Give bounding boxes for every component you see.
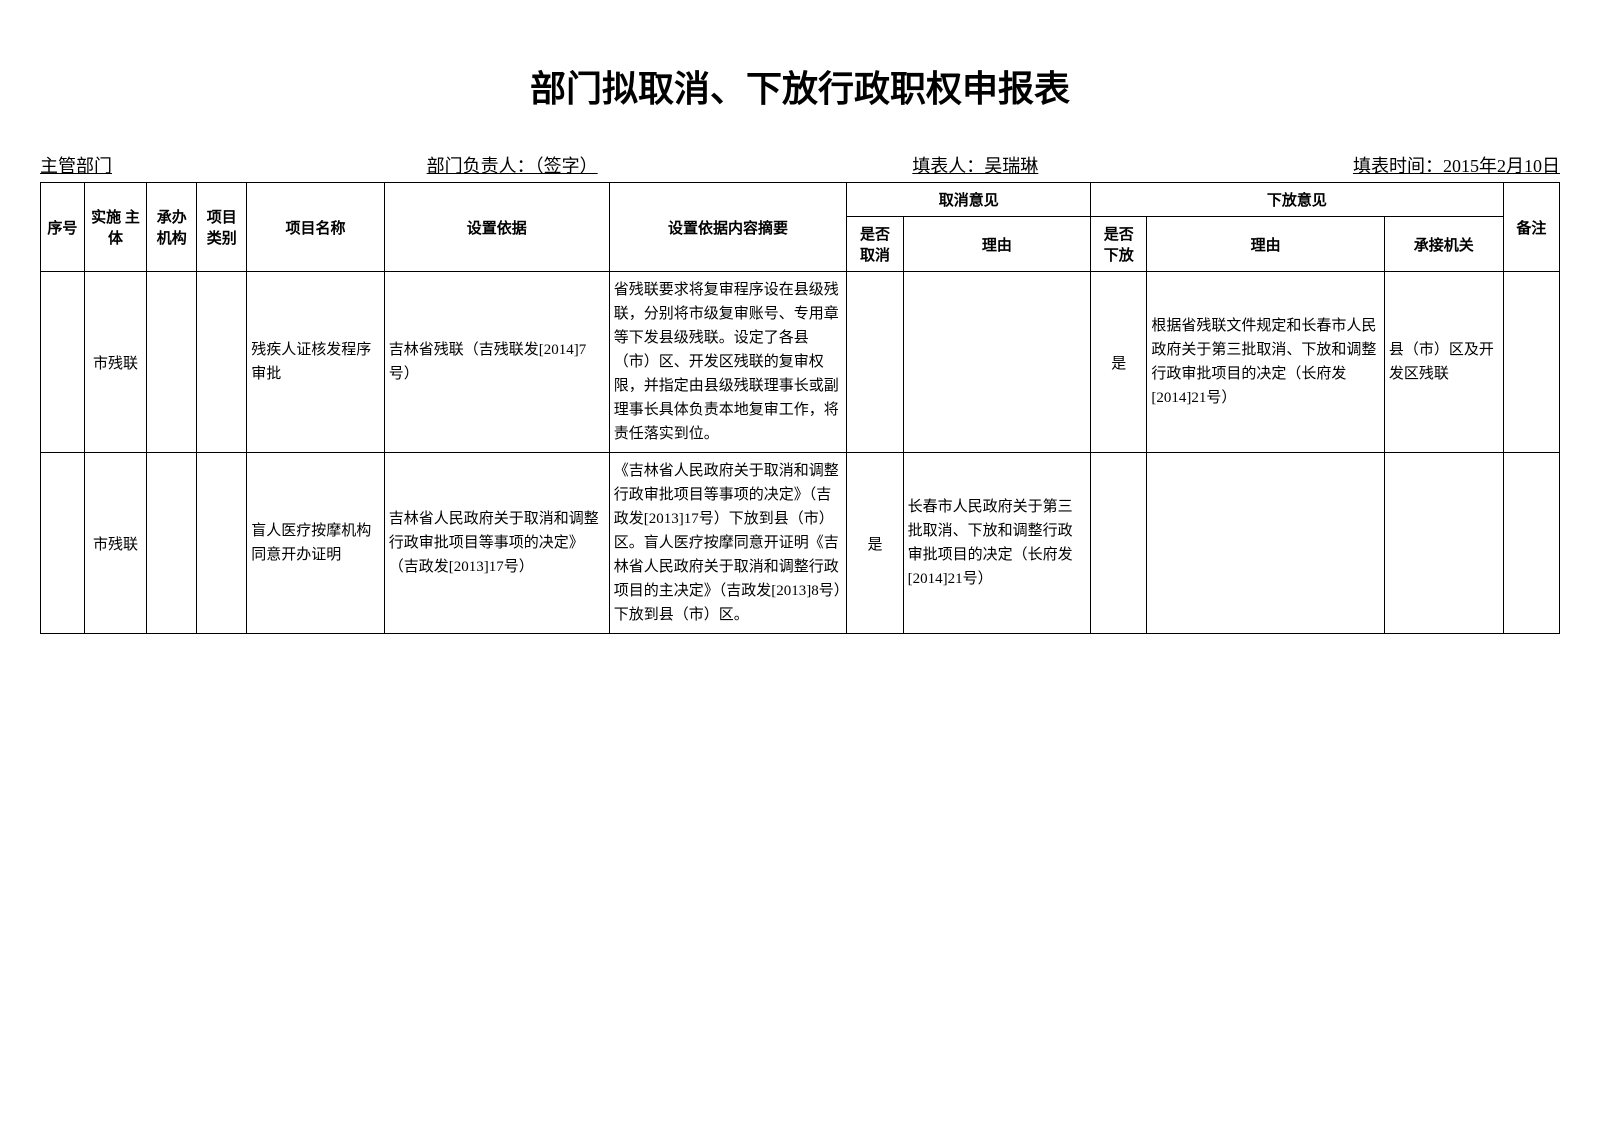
cell-cancel-yn (847, 272, 903, 453)
cell-seq (41, 453, 85, 634)
col-entity: 实施 主体 (84, 183, 147, 272)
col-delegate-reason: 理由 (1147, 217, 1385, 272)
cell-delegate-reason (1147, 453, 1385, 634)
table-row: 市残联 残疾人证核发程序审批 吉林省残联（吉残联发[2014]7号） 省残联要求… (41, 272, 1560, 453)
cell-summary: 省残联要求将复审程序设在县级残联，分别将市级复审账号、专用章等下发县级残联。设定… (609, 272, 847, 453)
form-header: 主管部门 部门负责人：（签字） 填表人：吴瑞琳 填表时间：2015年2月10日 (40, 152, 1560, 178)
cell-name: 盲人医疗按摩机构同意开办证明 (247, 453, 385, 634)
cell-cancel-yn: 是 (847, 453, 903, 634)
col-remark: 备注 (1503, 183, 1559, 272)
cell-entity: 市残联 (84, 453, 147, 634)
table-row: 市残联 盲人医疗按摩机构同意开办证明 吉林省人民政府关于取消和调整行政审批项目等… (41, 453, 1560, 634)
dept-label: 主管部门 (40, 152, 112, 178)
col-cancel-group: 取消意见 (847, 183, 1091, 217)
leader-label: 部门负责人：（签字） (427, 152, 598, 178)
cell-receiver (1384, 453, 1503, 634)
cell-cancel-reason (903, 272, 1091, 453)
date-label: 填表时间：2015年2月10日 (1353, 152, 1560, 178)
col-delegate-yn: 是否 下放 (1091, 217, 1147, 272)
col-basis: 设置依据 (384, 183, 609, 272)
col-delegate-group: 下放意见 (1091, 183, 1504, 217)
cell-delegate-yn: 是 (1091, 272, 1147, 453)
col-category: 项目 类别 (197, 183, 247, 272)
cell-cancel-reason: 长春市人民政府关于第三批取消、下放和调整行政审批项目的决定（长府发[2014]2… (903, 453, 1091, 634)
col-agency: 承办 机构 (147, 183, 197, 272)
page-title: 部门拟取消、下放行政职权申报表 (40, 60, 1560, 112)
cell-summary: 《吉林省人民政府关于取消和调整行政审批项目等事项的决定》（吉政发[2013]17… (609, 453, 847, 634)
col-receiver: 承接机关 (1384, 217, 1503, 272)
table-body: 市残联 残疾人证核发程序审批 吉林省残联（吉残联发[2014]7号） 省残联要求… (41, 272, 1560, 634)
main-table: 序号 实施 主体 承办 机构 项目 类别 项目名称 设置依据 设置依据内容摘要 … (40, 182, 1560, 634)
cell-category (197, 453, 247, 634)
cell-entity: 市残联 (84, 272, 147, 453)
cell-category (197, 272, 247, 453)
cell-remark (1503, 272, 1559, 453)
cell-basis: 吉林省残联（吉残联发[2014]7号） (384, 272, 609, 453)
cell-seq (41, 272, 85, 453)
cell-remark (1503, 453, 1559, 634)
col-name: 项目名称 (247, 183, 385, 272)
filler-label: 填表人：吴瑞琳 (912, 152, 1038, 178)
col-summary: 设置依据内容摘要 (609, 183, 847, 272)
col-cancel-yn: 是否 取消 (847, 217, 903, 272)
cell-delegate-reason: 根据省残联文件规定和长春市人民政府关于第三批取消、下放和调整行政审批项目的决定（… (1147, 272, 1385, 453)
col-seq: 序号 (41, 183, 85, 272)
cell-delegate-yn (1091, 453, 1147, 634)
header-row-1: 序号 实施 主体 承办 机构 项目 类别 项目名称 设置依据 设置依据内容摘要 … (41, 183, 1560, 217)
cell-basis: 吉林省人民政府关于取消和调整行政审批项目等事项的决定》（吉政发[2013]17号… (384, 453, 609, 634)
cell-agency (147, 272, 197, 453)
cell-name: 残疾人证核发程序审批 (247, 272, 385, 453)
col-cancel-reason: 理由 (903, 217, 1091, 272)
cell-receiver: 县（市）区及开发区残联 (1384, 272, 1503, 453)
cell-agency (147, 453, 197, 634)
